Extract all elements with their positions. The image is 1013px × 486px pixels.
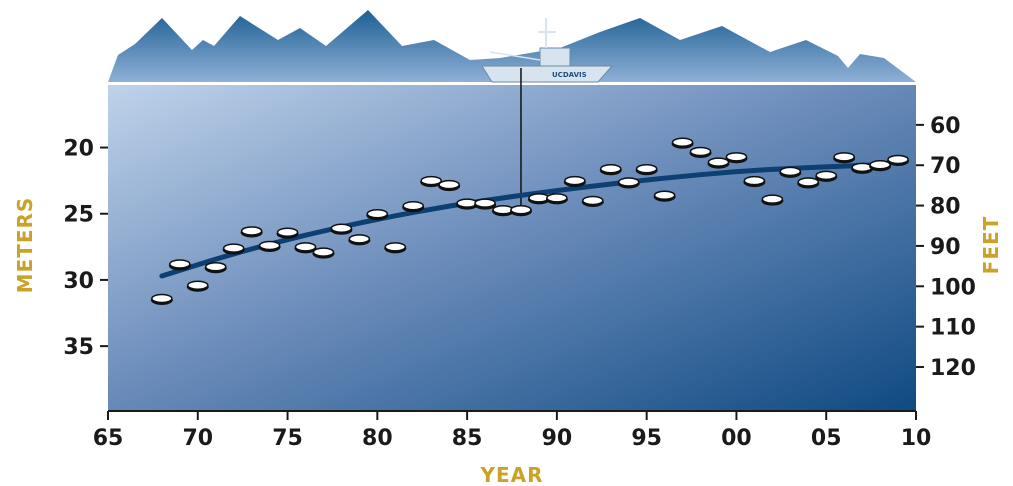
data-point — [348, 234, 371, 246]
y-right-tick-label: 120 — [930, 356, 976, 381]
data-point — [474, 198, 497, 210]
data-point — [779, 166, 802, 178]
x-tick-label: 90 — [542, 426, 573, 451]
data-point — [186, 280, 209, 292]
y-axis-right-ticks: 60 70 80 90 100 110 120 — [916, 114, 976, 381]
data-point — [689, 146, 712, 159]
data-point — [563, 175, 586, 188]
y-axis-right-title: FEET — [979, 216, 1003, 275]
x-tick-label: 70 — [182, 426, 213, 451]
data-point — [545, 193, 568, 205]
y-left-tick-label: 20 — [63, 137, 94, 162]
data-point — [456, 198, 479, 210]
data-point — [420, 175, 443, 188]
x-tick-label: 05 — [811, 426, 842, 451]
data-point — [707, 157, 730, 169]
x-axis-title: YEAR — [479, 463, 543, 486]
data-point — [509, 205, 532, 217]
data-point — [887, 154, 910, 166]
data-point — [366, 208, 389, 221]
data-point — [761, 194, 784, 206]
data-point — [276, 227, 299, 239]
y-axis-left-title: METERS — [13, 197, 37, 294]
x-tick-label: 80 — [362, 426, 393, 451]
data-point — [635, 163, 658, 176]
x-tick-label: 85 — [452, 426, 483, 451]
data-point — [150, 293, 173, 305]
data-point — [617, 177, 640, 189]
x-axis-ticks: 65 70 75 80 85 90 95 00 05 10 — [93, 411, 932, 451]
data-point — [384, 242, 407, 254]
data-point — [204, 261, 227, 274]
mountain-range — [108, 10, 916, 82]
data-point — [833, 152, 856, 164]
x-tick-label: 75 — [272, 426, 303, 451]
x-tick-label: 95 — [631, 426, 662, 451]
data-point — [402, 201, 425, 213]
data-point — [869, 160, 892, 172]
data-point — [743, 175, 766, 188]
y-right-tick-label: 60 — [930, 114, 961, 139]
data-point — [599, 163, 622, 176]
y-right-tick-label: 70 — [930, 154, 961, 179]
y-right-tick-label: 100 — [930, 275, 976, 300]
x-tick-label: 00 — [721, 426, 752, 451]
y-left-tick-label: 30 — [63, 269, 94, 294]
y-left-tick-label: 35 — [63, 335, 94, 360]
boat-label: UCDAVIS — [552, 71, 587, 79]
data-point — [797, 177, 820, 189]
y-right-tick-label: 80 — [930, 195, 961, 220]
data-point — [258, 240, 281, 253]
data-point — [312, 247, 335, 259]
data-point — [725, 152, 748, 164]
data-point — [330, 223, 353, 235]
data-point — [438, 179, 461, 192]
y-right-tick-label: 90 — [930, 235, 961, 260]
data-point — [294, 242, 317, 254]
data-point — [492, 205, 515, 217]
data-point — [527, 193, 550, 205]
y-left-tick-label: 25 — [63, 203, 94, 228]
data-points — [150, 137, 910, 305]
data-point — [653, 190, 676, 202]
data-point — [222, 243, 245, 255]
data-point — [240, 226, 263, 238]
x-tick-label: 10 — [901, 426, 932, 451]
research-boat: UCDAVIS — [481, 18, 614, 83]
data-point — [168, 259, 191, 271]
data-point — [671, 137, 694, 149]
data-point — [581, 195, 604, 208]
x-tick-label: 65 — [93, 426, 124, 451]
data-point — [815, 170, 838, 182]
y-right-tick-label: 110 — [930, 316, 976, 341]
y-axis-left-ticks: 20 25 30 35 — [63, 137, 108, 360]
